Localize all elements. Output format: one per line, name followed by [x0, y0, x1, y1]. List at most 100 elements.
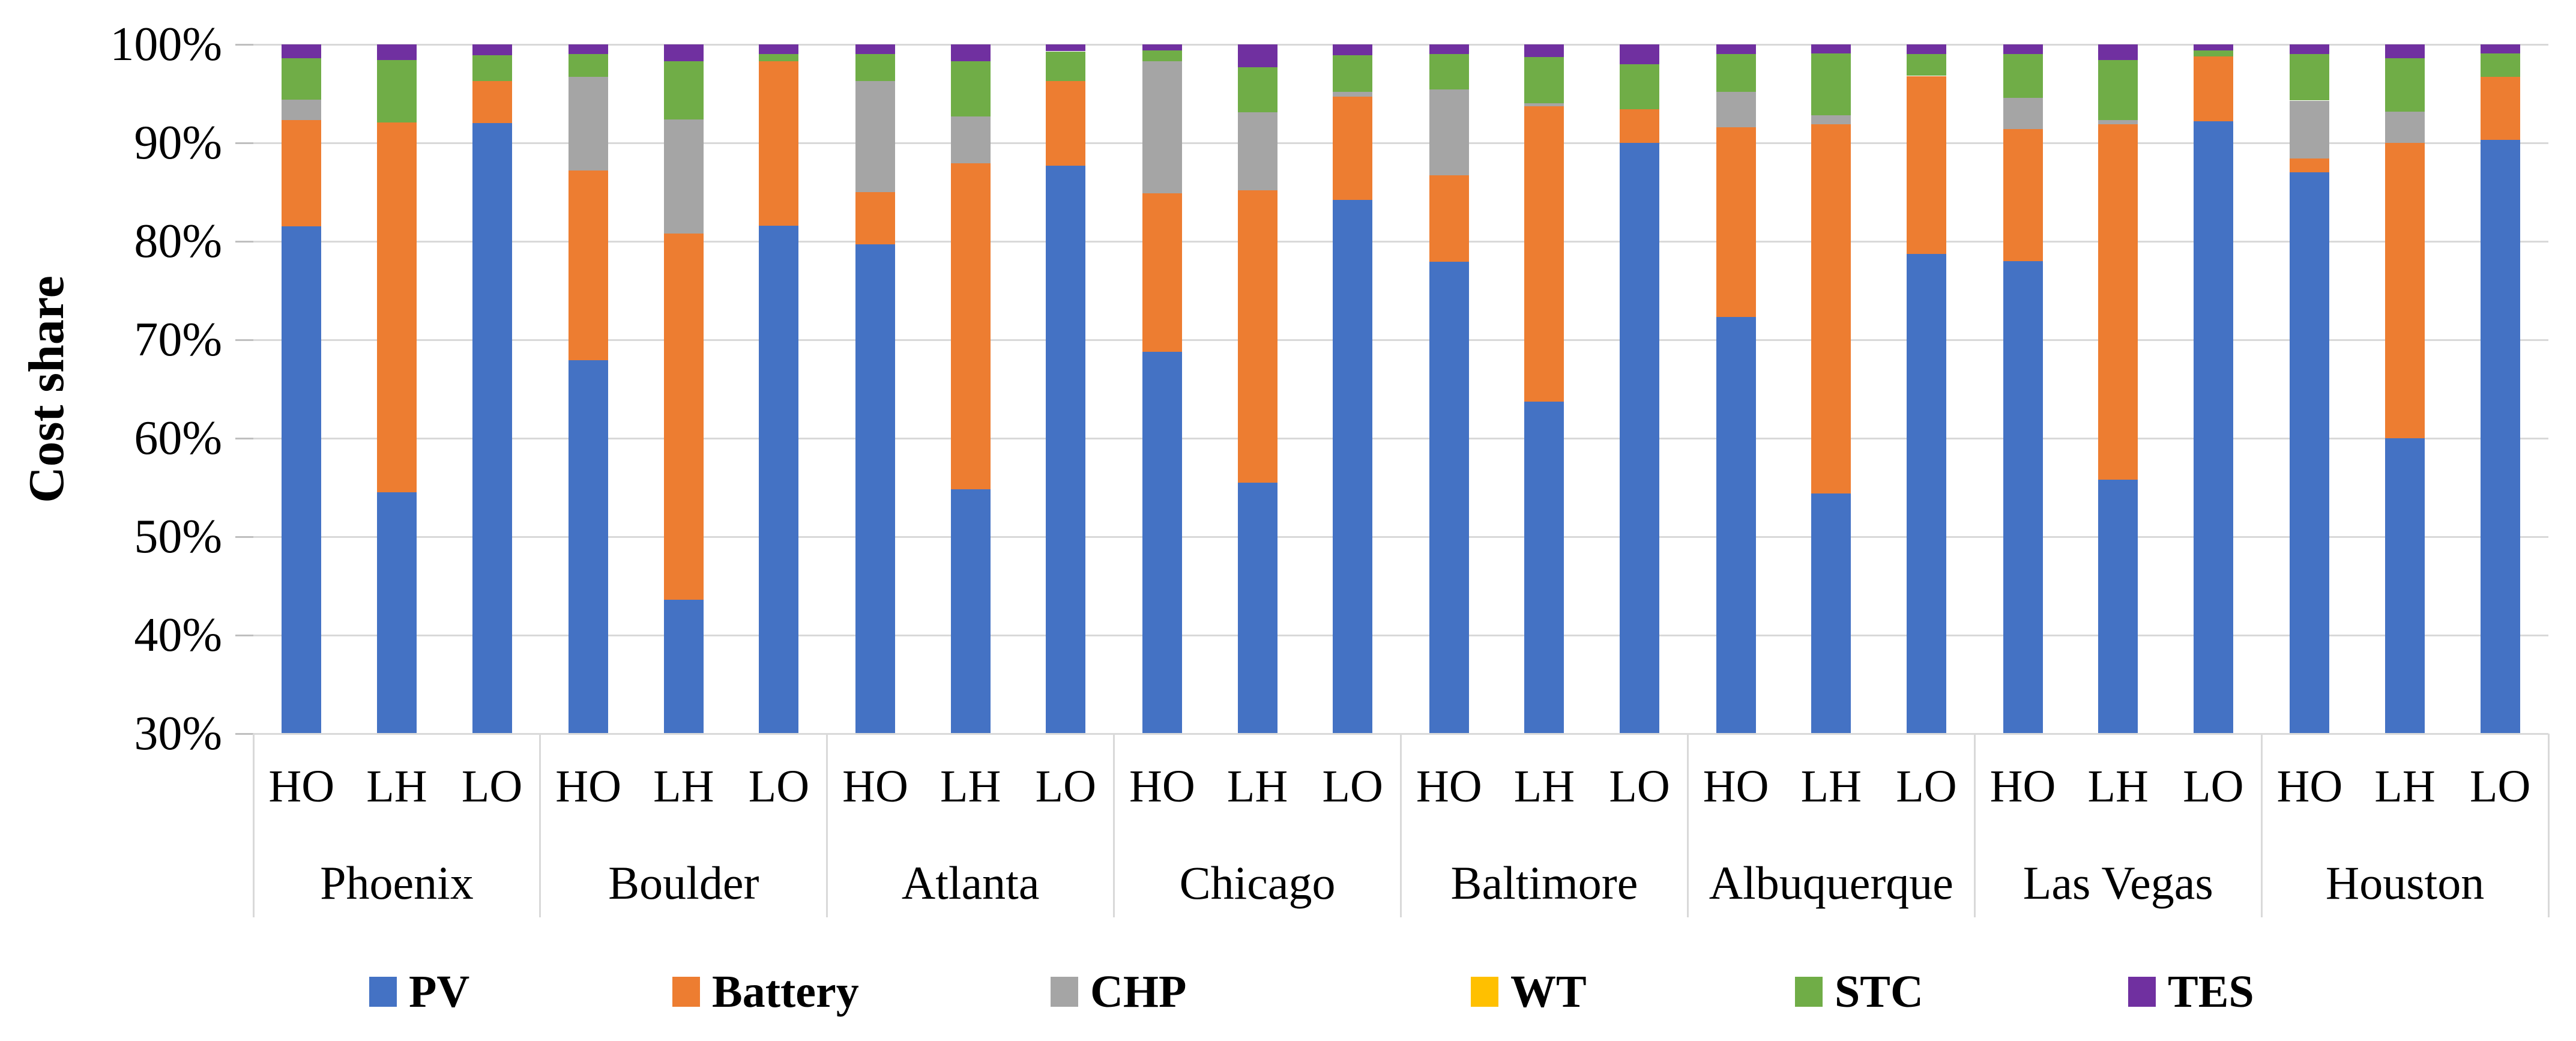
gridline-90: [253, 142, 2548, 144]
segment-pv: [1046, 165, 1086, 734]
category-separator: [539, 734, 541, 917]
bar-atlanta-ho: [855, 44, 896, 734]
segment-pv: [282, 226, 322, 734]
bar-atlanta-lo: [1046, 44, 1086, 734]
legend-item-stc: STC: [1795, 969, 1923, 1015]
scenario-label-chicago-lh: LH: [1226, 761, 1288, 812]
segment-battery: [2290, 158, 2330, 173]
segment-chp: [1524, 103, 1564, 107]
legend-label-pv: PV: [409, 967, 470, 1017]
category-separator: [2260, 734, 2263, 917]
legend-item-pv: PV: [369, 969, 469, 1015]
segment-pv: [1142, 351, 1182, 734]
bar-baltimore-lh: [1524, 44, 1564, 734]
segment-pv: [376, 492, 417, 734]
segment-stc: [855, 54, 896, 81]
y-tick-label-80: 80%: [134, 215, 222, 268]
segment-stc: [1716, 54, 1756, 92]
segment-battery: [1333, 96, 1373, 201]
y-tick-50: [235, 536, 253, 538]
category-separator: [1113, 734, 1115, 917]
segment-stc: [1142, 50, 1182, 61]
segment-chp: [1429, 89, 1469, 176]
scenario-label-houston-lo: LO: [2470, 761, 2531, 812]
legend-label-stc: STC: [1835, 967, 1923, 1017]
scenario-label-las-vegas-lh: LH: [2087, 761, 2149, 812]
y-tick-label-70: 70%: [134, 313, 222, 366]
scenario-label-chicago-ho: HO: [1129, 761, 1195, 812]
bar-albuquerque-lo: [1906, 44, 1946, 734]
segment-battery: [1906, 76, 1946, 255]
segment-tes: [2193, 44, 2233, 50]
segment-chp: [1811, 115, 1851, 124]
segment-pv: [1237, 482, 1277, 734]
bar-atlanta-lh: [950, 44, 991, 734]
segment-stc: [1524, 57, 1564, 104]
segment-battery: [1716, 127, 1756, 318]
segment-tes: [472, 44, 512, 56]
segment-stc: [2193, 50, 2233, 56]
legend-item-wt: WT: [1471, 969, 1587, 1015]
segment-tes: [1811, 44, 1851, 53]
segment-battery: [569, 170, 609, 361]
segment-chp: [2003, 97, 2043, 130]
category-separator: [826, 734, 828, 917]
segment-pv: [950, 489, 991, 734]
segment-pv: [759, 225, 799, 734]
y-tick-100: [235, 43, 253, 46]
segment-stc: [1811, 53, 1851, 116]
segment-pv: [1716, 317, 1756, 734]
y-tick-label-30: 30%: [134, 707, 222, 760]
segment-battery: [2098, 124, 2138, 480]
segment-battery: [1620, 109, 1660, 143]
segment-stc: [2003, 54, 2043, 98]
city-label-phoenix: Phoenix: [320, 857, 474, 909]
bar-albuquerque-lh: [1811, 44, 1851, 734]
gridline-60: [253, 437, 2548, 439]
scenario-label-phoenix-lh: LH: [366, 761, 427, 812]
y-tick-label-60: 60%: [134, 412, 222, 465]
y-tick-30: [235, 732, 253, 735]
category-separator: [1400, 734, 1402, 917]
segment-chp: [569, 77, 609, 170]
gridline-80: [253, 240, 2548, 243]
segment-tes: [569, 44, 609, 55]
city-label-baltimore: Baltimore: [1450, 857, 1638, 909]
segment-battery: [759, 61, 799, 226]
segment-pv: [2098, 479, 2138, 734]
segment-battery: [1524, 106, 1564, 402]
segment-stc: [663, 61, 704, 119]
bar-baltimore-ho: [1429, 44, 1469, 734]
segment-stc: [282, 58, 322, 100]
legend-label-battery: Battery: [712, 967, 859, 1017]
scenario-label-albuquerque-lh: LH: [1800, 761, 1862, 812]
segment-chp: [1333, 91, 1373, 97]
segment-battery: [376, 122, 417, 493]
segment-tes: [1237, 44, 1277, 67]
segment-pv: [2480, 140, 2520, 734]
scenario-label-boulder-ho: HO: [555, 761, 622, 812]
segment-chp: [2385, 111, 2425, 143]
y-tick-60: [235, 437, 253, 439]
segment-stc: [759, 54, 799, 61]
city-label-houston: Houston: [2325, 857, 2485, 909]
segment-pv: [1906, 254, 1946, 734]
legend-swatch-tes: [2128, 977, 2156, 1007]
segment-battery: [1811, 124, 1851, 493]
bar-boulder-lh: [663, 44, 704, 734]
segment-tes: [2290, 44, 2330, 55]
legend-label-chp: CHP: [1090, 967, 1187, 1017]
legend-swatch-chp: [1051, 977, 1078, 1007]
segment-pv: [2003, 261, 2043, 734]
segment-tes: [855, 44, 896, 55]
legend-item-battery: Battery: [672, 969, 859, 1015]
segment-tes: [759, 44, 799, 55]
segment-battery: [472, 80, 512, 124]
scenario-label-las-vegas-ho: HO: [1989, 761, 2056, 812]
segment-pv: [1333, 200, 1373, 734]
legend-swatch-pv: [369, 977, 397, 1007]
bar-boulder-lo: [759, 44, 799, 734]
y-axis-title-text: Cost share: [18, 275, 74, 503]
scenario-label-baltimore-lo: LO: [1609, 761, 1670, 812]
